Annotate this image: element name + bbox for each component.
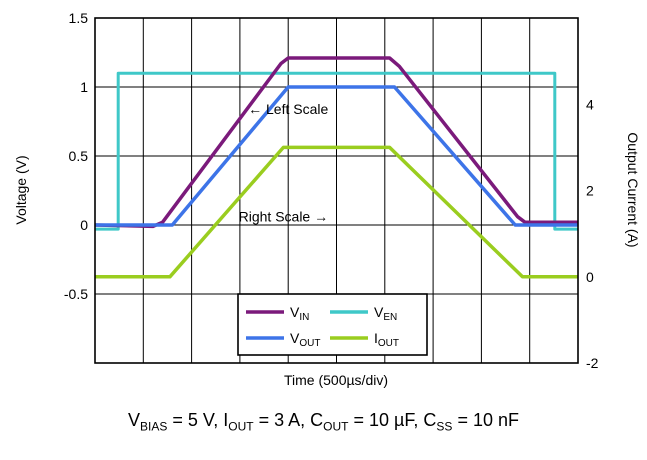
x-axis-title: Time (500µs/div) bbox=[284, 372, 388, 388]
annotation-left-scale: ← Left Scale bbox=[248, 101, 328, 117]
y-tick-label-right: -2 bbox=[586, 355, 599, 371]
y-tick-label-left: 0.5 bbox=[69, 148, 89, 164]
y-axis-title-right: Output Current (A) bbox=[625, 132, 641, 247]
y-tick-label-left: -0.5 bbox=[64, 286, 88, 302]
legend-label: VEN bbox=[374, 304, 397, 323]
y-tick-label-left: 1 bbox=[80, 79, 88, 95]
legend-frame bbox=[237, 293, 428, 356]
y-ticks-right: 4 2 0 -2 bbox=[586, 96, 599, 371]
y-tick-label-right: 2 bbox=[586, 183, 594, 199]
series-line-iout bbox=[95, 145, 578, 279]
chart: 1.5 1 0.5 0 -0.5 4 2 0 -2 Voltage (V) Output Cu… bbox=[13, 10, 641, 388]
legend: VIN VEN VOUT IOUT bbox=[237, 293, 428, 356]
caption: VBIAS = 5 V, IOUT = 3 A, COUT = 10 µF, C… bbox=[128, 410, 519, 434]
y-tick-label-right: 4 bbox=[586, 96, 594, 112]
legend-label: VIN bbox=[290, 304, 309, 323]
series-layer bbox=[94, 56, 578, 279]
legend-label: VOUT bbox=[290, 330, 320, 349]
legend-label: IOUT bbox=[374, 330, 399, 349]
y-tick-label-left: 0 bbox=[80, 217, 88, 233]
series-line-vout bbox=[95, 85, 578, 227]
annotation-right-scale: Right Scale → bbox=[239, 209, 328, 225]
y-axis-title-left: Voltage (V) bbox=[13, 155, 29, 224]
series-line-ven bbox=[95, 71, 578, 231]
plot-frame bbox=[94, 17, 579, 364]
y-tick-label-right: 0 bbox=[586, 269, 594, 285]
y-ticks-left: 1.5 1 0.5 0 -0.5 bbox=[64, 10, 88, 302]
y-tick-label-left: 1.5 bbox=[69, 10, 89, 26]
